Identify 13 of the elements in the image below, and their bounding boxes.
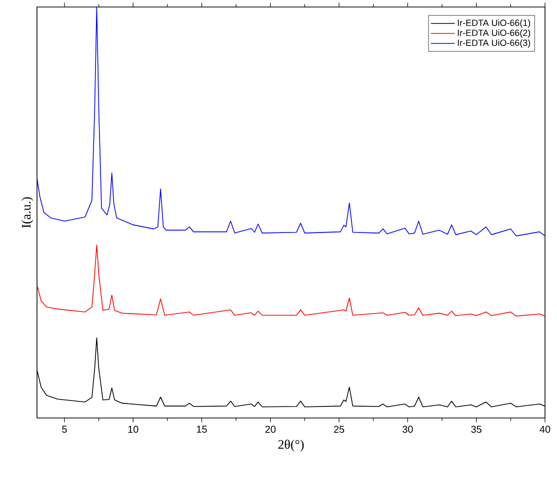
x-tick-label: 35 (471, 426, 482, 433)
x-tick-label: 5 (62, 426, 67, 433)
x-tick-label: 40 (540, 426, 550, 433)
x-tick-label: 30 (402, 426, 413, 433)
legend-label: Ir-EDTA UiO-66(3) (458, 39, 530, 48)
x-tick-label: 10 (128, 426, 138, 433)
y-axis-title: I(a.u.) (21, 197, 34, 228)
legend-label: Ir-EDTA UiO-66(1) (458, 19, 530, 28)
x-tick-label: 20 (265, 426, 276, 433)
x-tick-label: 15 (196, 426, 207, 433)
x-tick-label: 25 (334, 426, 344, 433)
legend-label: Ir-EDTA UiO-66(2) (458, 29, 530, 38)
x-axis-title: 2θ(°) (278, 440, 304, 452)
